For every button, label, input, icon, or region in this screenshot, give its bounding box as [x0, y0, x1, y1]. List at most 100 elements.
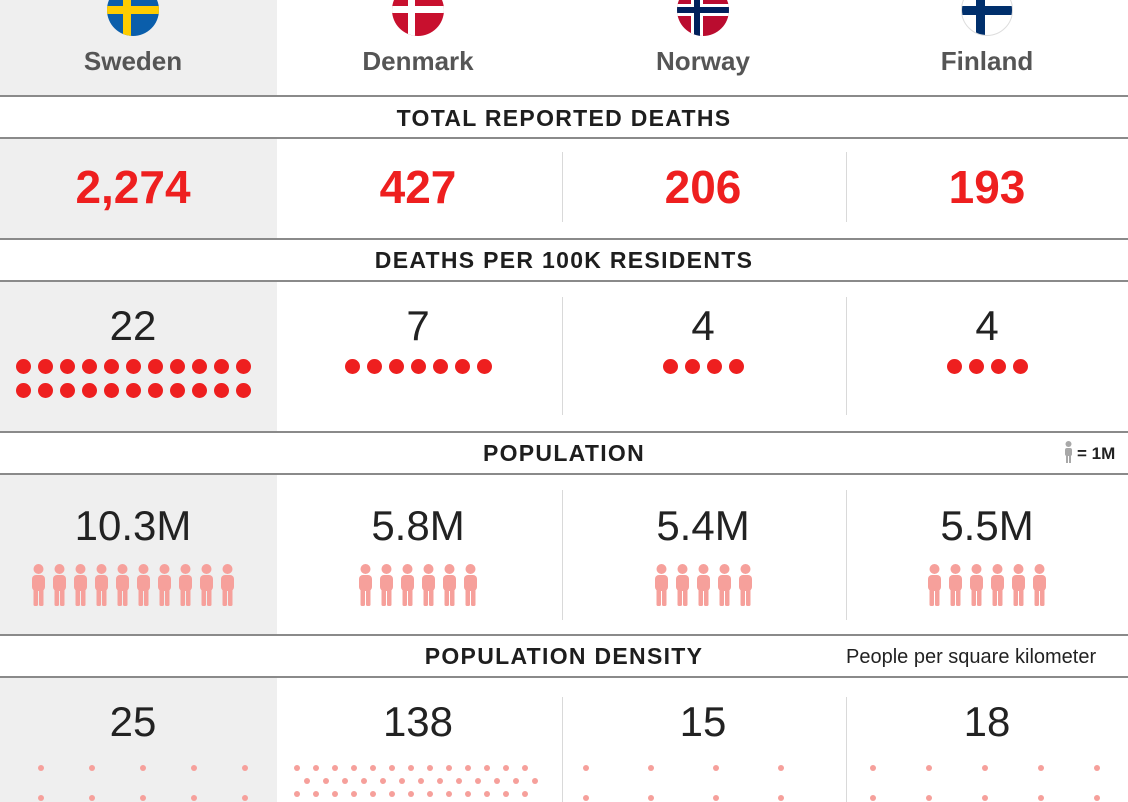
column-separator [562, 697, 563, 802]
death-dot-sweden [81, 383, 97, 398]
death-dot-sweden [125, 359, 141, 374]
total-deaths-finland: 193 [948, 161, 1026, 213]
death-dot-sweden [59, 359, 75, 374]
death-dot-finland [968, 359, 984, 374]
death-dot-denmark [366, 359, 382, 374]
density-dot-norway [778, 795, 784, 801]
section-title-total-deaths: TOTAL REPORTED DEATHS [396, 105, 732, 131]
death-dot-denmark [344, 359, 360, 374]
death-dot-finland [946, 359, 962, 374]
country-name-sweden: Sweden [83, 46, 183, 76]
density-dot-denmark [531, 778, 538, 784]
column-separator [562, 152, 563, 222]
density-dot-denmark [522, 765, 528, 771]
column-separator [846, 697, 847, 802]
divider [0, 431, 1128, 433]
death-dot-sweden [103, 383, 119, 398]
per100k-value-norway: 4 [691, 302, 715, 349]
divider [0, 473, 1128, 475]
section-title-population-density: POPULATION DENSITY [424, 643, 704, 669]
density-dot-sweden [242, 795, 248, 801]
density-dot-denmark [360, 778, 367, 784]
death-dot-sweden [169, 383, 185, 398]
person-icon-denmark [379, 564, 394, 611]
density-dot-finland [982, 765, 988, 771]
density-dot-finland [1038, 795, 1044, 801]
density-dot-sweden [242, 765, 248, 771]
density-dot-denmark [294, 791, 300, 797]
death-dot-sweden [15, 359, 31, 374]
column-separator [562, 297, 563, 415]
person-icon-finland [948, 564, 963, 611]
density-dot-denmark [484, 791, 490, 797]
density-value-norway: 15 [679, 698, 727, 745]
density-dot-denmark [351, 765, 357, 771]
death-dot-denmark [388, 359, 404, 374]
total-deaths-denmark: 427 [379, 161, 457, 213]
density-dot-finland [870, 795, 876, 801]
density-dot-denmark [398, 778, 405, 784]
density-dot-norway [583, 795, 589, 801]
density-dot-denmark [436, 778, 443, 784]
norway-flag-icon [677, 0, 729, 36]
death-dot-norway [728, 359, 744, 374]
divider [0, 676, 1128, 678]
per100k-value-finland: 4 [975, 302, 999, 349]
density-dot-denmark [503, 765, 509, 771]
density-dot-denmark [408, 765, 414, 771]
death-dot-denmark [476, 359, 492, 374]
death-dot-sweden [191, 359, 207, 374]
density-dot-sweden [140, 765, 146, 771]
density-dot-sweden [38, 765, 44, 771]
density-dot-denmark [446, 791, 452, 797]
density-dot-denmark [379, 778, 386, 784]
death-dot-norway [684, 359, 700, 374]
divider [0, 137, 1128, 139]
population-legend-note: = 1M [1077, 444, 1116, 463]
density-dot-norway [713, 765, 719, 771]
person-icon-denmark [358, 564, 373, 611]
total-deaths-norway: 206 [664, 161, 742, 213]
death-dot-sweden [81, 359, 97, 374]
person-icon-denmark [442, 564, 457, 611]
density-dot-denmark [417, 778, 424, 784]
deaths-title-band [0, 96, 1128, 138]
density-dot-sweden [140, 795, 146, 801]
finland-flag-icon [961, 0, 1013, 36]
density-dot-denmark [370, 791, 376, 797]
divider [0, 280, 1128, 282]
density-dot-denmark [313, 765, 319, 771]
density-dot-denmark [322, 778, 329, 784]
density-dot-denmark [474, 778, 481, 784]
density-dot-finland [1094, 795, 1100, 801]
density-dot-finland [926, 795, 932, 801]
person-icon-sweden [199, 564, 214, 611]
density-dot-denmark [351, 791, 357, 797]
person-icon-norway [654, 564, 669, 611]
density-dot-denmark [313, 791, 319, 797]
death-dot-sweden [37, 359, 53, 374]
population-value-finland: 5.5M [940, 502, 1034, 549]
death-dot-denmark [410, 359, 426, 374]
density-dot-denmark [465, 765, 471, 771]
density-dot-sweden [191, 795, 197, 801]
density-value-finland: 18 [963, 698, 1011, 745]
death-dot-denmark [432, 359, 448, 374]
density-dot-denmark [332, 791, 338, 797]
density-dot-denmark [512, 778, 519, 784]
person-icon-finland [969, 564, 984, 611]
density-dot-denmark [455, 778, 462, 784]
person-icon-norway [717, 564, 732, 611]
population-value-norway: 5.4M [656, 502, 750, 549]
death-dot-norway [706, 359, 722, 374]
person-icon-finland [1032, 564, 1047, 611]
density-dot-denmark [370, 765, 376, 771]
population-value-denmark: 5.8M [371, 502, 465, 549]
divider [0, 238, 1128, 240]
density-dot-denmark [493, 778, 500, 784]
death-dot-sweden [125, 383, 141, 398]
person-icon-sweden [52, 564, 67, 611]
death-dot-sweden [147, 383, 163, 398]
person-icon-finland [990, 564, 1005, 611]
density-dot-denmark [294, 765, 300, 771]
